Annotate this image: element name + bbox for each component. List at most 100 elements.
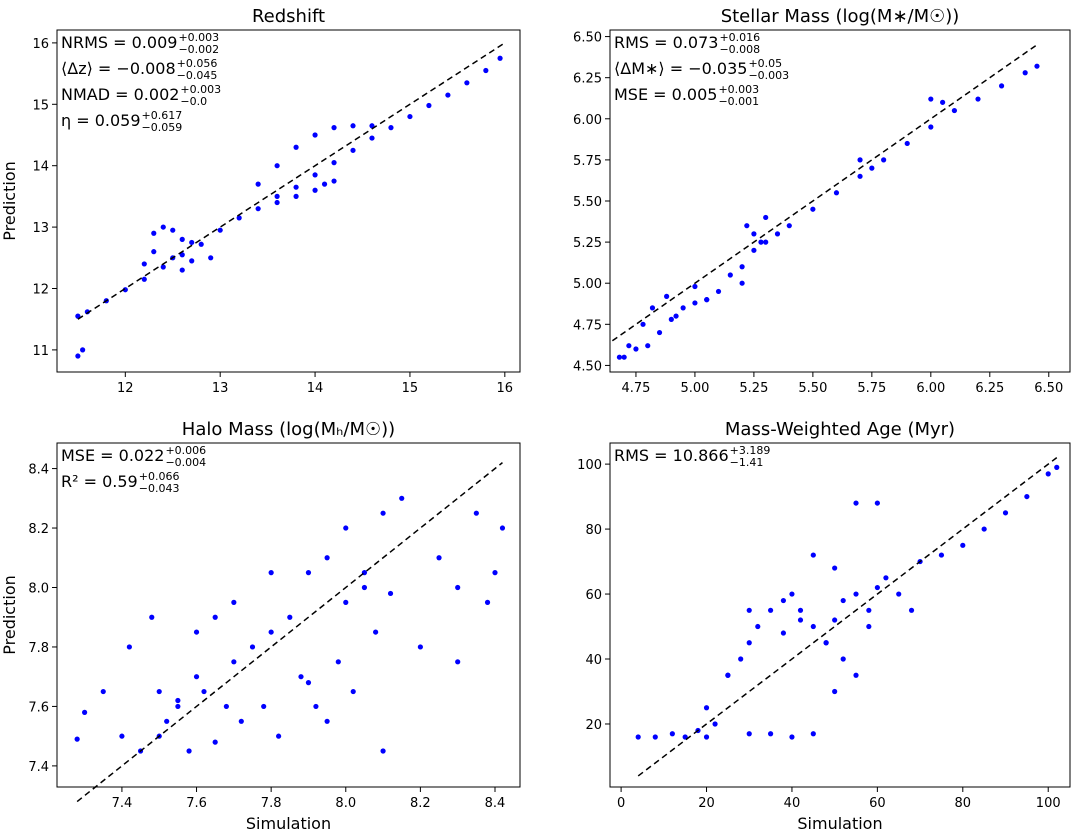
point [208,255,214,261]
point [832,617,838,623]
x-tick-label: 5.25 [739,381,768,396]
point [767,731,774,737]
x-tick-label: 8.2 [410,796,431,811]
annotation: ⟨ΔM∗⟩ = −0.035 [614,59,747,78]
y-tick-label: 6.50 [573,31,602,46]
x-tick-label: 20 [698,796,715,811]
y-tick-label: 5.25 [573,236,602,251]
point [473,510,479,516]
point [274,193,280,199]
annotation: NMAD = 0.002 [61,85,179,104]
point [212,739,218,745]
point [908,607,915,613]
x-tick-label: 14 [307,381,324,396]
annotation-sub: −0.059 [142,121,183,134]
annotation-sub: −0.004 [165,456,206,469]
y-tick-label: 8.0 [28,581,49,596]
point [981,526,987,532]
point [293,144,299,150]
point [313,703,319,710]
point [866,607,872,613]
point [789,591,795,597]
point [680,305,686,311]
point [668,316,674,322]
y-axis-label: Prediction [0,161,19,240]
point [928,124,934,130]
point [331,160,337,166]
point [810,731,816,737]
point [883,575,889,581]
point [869,165,875,171]
point [350,123,356,129]
point [853,672,859,678]
point [274,163,280,169]
x-tick-label: 5.75 [857,381,886,396]
chart-title: Halo Mass (log(Mₕ/M☉)) [182,419,395,440]
point [261,703,267,710]
y-tick-label: 6.00 [573,113,602,128]
point [1024,493,1030,500]
point [673,313,679,319]
y-tick-label: 8.2 [28,522,49,537]
point [692,283,698,290]
point [789,734,795,740]
y-tick-label: 100 [577,458,602,473]
axes-frame [609,29,1071,373]
annotation: RMS = 10.866 [614,446,729,465]
point [141,276,147,282]
point [80,347,86,353]
x-axis-label: Simulation [246,814,331,833]
point [703,734,710,740]
point [840,597,846,604]
point [739,264,745,270]
point [312,172,318,178]
point [151,230,157,236]
annotation-sub: −1.41 [730,456,764,469]
point [727,272,733,278]
point [881,157,887,163]
point [369,135,375,141]
point [380,510,386,516]
y-tick-label: 7.8 [28,641,49,656]
point [436,555,442,561]
point [170,227,176,233]
point [669,731,675,737]
x-tick-label: 100 [1036,796,1061,811]
annotation-sup: +0.056 [177,57,218,70]
point [305,570,312,576]
point [780,597,787,604]
point [998,83,1005,89]
point [179,236,185,242]
point [492,570,498,576]
point [231,659,237,665]
point [249,644,256,650]
point [832,565,838,571]
point [635,734,641,740]
point [122,287,128,293]
point [193,674,200,680]
y-tick-label: 12 [32,282,49,297]
point [1045,471,1051,477]
point [797,617,804,623]
x-tick-label: 6.50 [1034,381,1063,396]
point [151,249,157,255]
x-tick-label: 5.00 [680,381,709,396]
annotation-sup: +0.016 [719,31,760,44]
point [388,125,394,131]
point [682,734,688,740]
point [321,181,328,187]
point [656,329,663,336]
point [276,733,282,739]
y-tick-label: 80 [585,523,602,538]
annotation-sub: −0.043 [139,482,180,495]
point [156,688,162,695]
y-tick-label: 5.75 [573,154,602,169]
point [305,680,312,686]
annotation-sup: +0.066 [139,470,180,483]
point [633,346,639,352]
point [616,354,623,360]
chart-title: Mass-Weighted Age (Myr) [725,419,955,440]
point [160,264,166,270]
point [746,731,752,737]
point [217,227,223,233]
